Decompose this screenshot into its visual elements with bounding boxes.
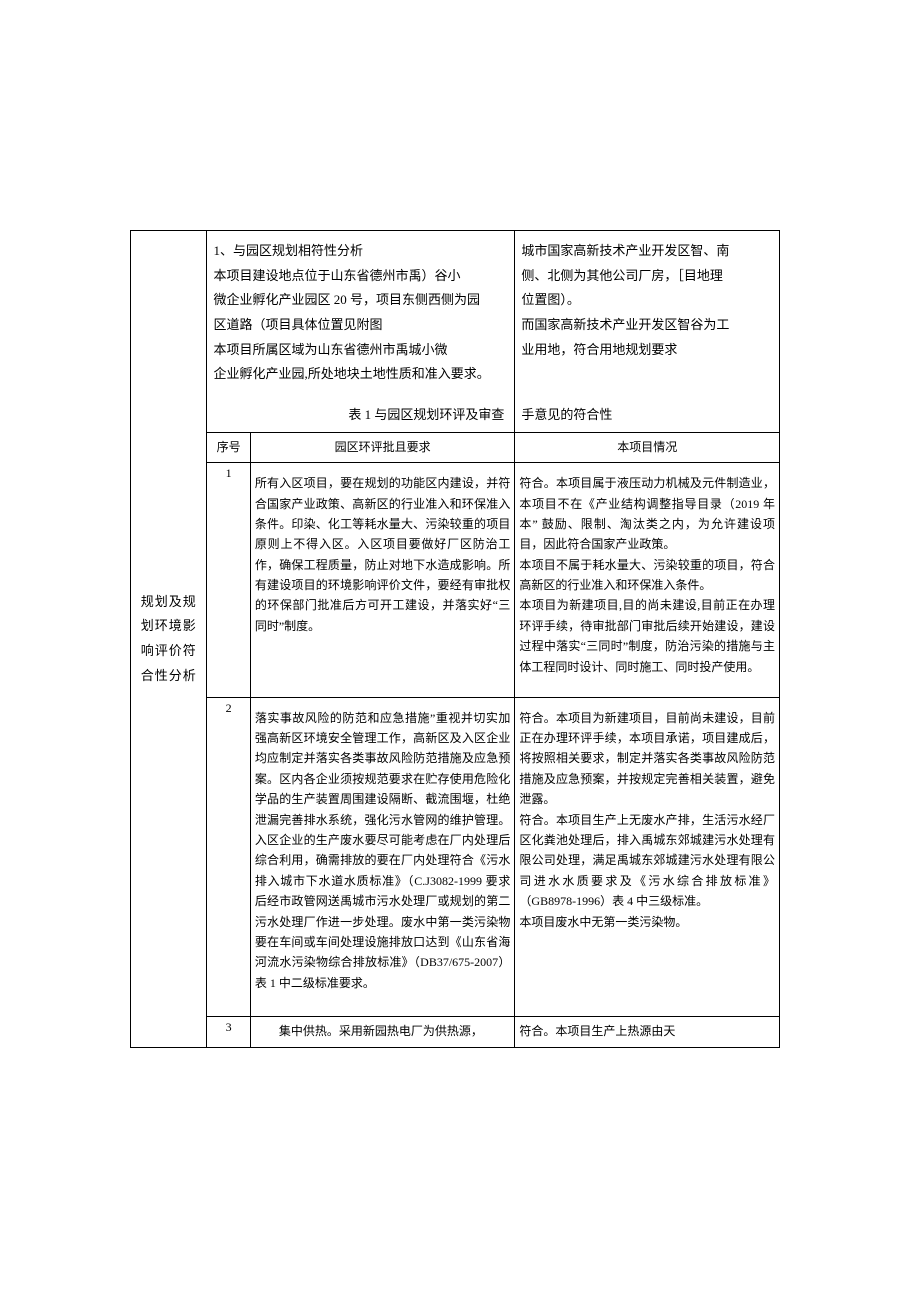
status-text: 符合。本项目为新建项目，目前尚未建设，目前正在办理环评手续，本项目承诺，项目建成…: [519, 708, 775, 932]
status-cell: 符合。本项目属于液压动力机械及元件制造业，本项目不在《产业结构调整指导目录（20…: [515, 463, 780, 698]
intro-left-text: 1、与园区规划相符性分析 本项目建设地点位于山东省德州市禹）谷小 微企业孵化产业…: [213, 239, 508, 387]
caption-right-text: 手意见的符合性: [521, 407, 612, 422]
intro-left-cell: 1、与园区规划相符性分析 本项目建设地点位于山东省德州市禹）谷小 微企业孵化产业…: [207, 231, 515, 403]
caption-row: 表 1 与园区规划环评及审查 手意见的符合性: [131, 402, 780, 432]
status-cell: 符合。本项目生产上热源由天: [515, 1017, 780, 1048]
intro-right-text: 城市国家高新技术产业开发区智、南 侧、北侧为其他公司厂房，［目地理 位置图）。 …: [521, 239, 773, 362]
table-row: 1 所有入区项目，要在规划的功能区内建设，并符合国家产业政策、高新区的行业准入和…: [131, 463, 780, 698]
status-text: 符合。本项目属于液压动力机械及元件制造业，本项目不在《产业结构调整指导目录（20…: [519, 473, 775, 677]
req-text: 所有入区项目，要在规划的功能区内建设，并符合国家产业政策、高新区的行业准入和环保…: [255, 473, 511, 636]
seq-cell: 3: [207, 1017, 250, 1048]
intro-right-cell: 城市国家高新技术产业开发区智、南 侧、北侧为其他公司厂房，［目地理 位置图）。 …: [515, 231, 780, 403]
document-page: 规划及规划环境影响评价符合性分析 1、与园区规划相符性分析 本项目建设地点位于山…: [130, 230, 780, 1048]
caption-right-cell: 手意见的符合性: [515, 402, 780, 432]
side-label-cell: 规划及规划环境影响评价符合性分析: [131, 231, 207, 1048]
status-cell: 符合。本项目为新建项目，目前尚未建设，目前正在办理环评手续，本项目承诺，项目建成…: [515, 697, 780, 1017]
req-cell: 集中供热。采用新园热电厂为供热源，: [250, 1017, 515, 1048]
header-status: 本项目情况: [515, 432, 780, 463]
seq-cell: 1: [207, 463, 250, 698]
main-table: 规划及规划环境影响评价符合性分析 1、与园区规划相符性分析 本项目建设地点位于山…: [130, 230, 780, 1048]
seq-cell: 2: [207, 697, 250, 1017]
table-row: 3 集中供热。采用新园热电厂为供热源， 符合。本项目生产上热源由天: [131, 1017, 780, 1048]
header-row: 序号 园区环评批且要求 本项目情况: [131, 432, 780, 463]
status-text: 符合。本项目生产上热源由天: [519, 1021, 775, 1041]
table-row: 2 落实事故风险的防范和应急措施”重视并切实加强高新区环境安全管理工作，高新区及…: [131, 697, 780, 1017]
caption-left-text: 表 1 与园区规划环评及审查: [348, 407, 504, 422]
header-seq: 序号: [207, 432, 250, 463]
req-text: 集中供热。采用新园热电厂为供热源，: [255, 1021, 511, 1041]
side-label-text: 规划及规划环境影响评价符合性分析: [137, 239, 200, 1039]
req-text: 落实事故风险的防范和应急措施”重视并切实加强高新区环境安全管理工作，高新区及入区…: [255, 708, 511, 993]
req-cell: 落实事故风险的防范和应急措施”重视并切实加强高新区环境安全管理工作，高新区及入区…: [250, 697, 515, 1017]
req-cell: 所有入区项目，要在规划的功能区内建设，并符合国家产业政策、高新区的行业准入和环保…: [250, 463, 515, 698]
header-req: 园区环评批且要求: [250, 432, 515, 463]
intro-row: 规划及规划环境影响评价符合性分析 1、与园区规划相符性分析 本项目建设地点位于山…: [131, 231, 780, 403]
caption-left-cell: 表 1 与园区规划环评及审查: [207, 402, 515, 432]
